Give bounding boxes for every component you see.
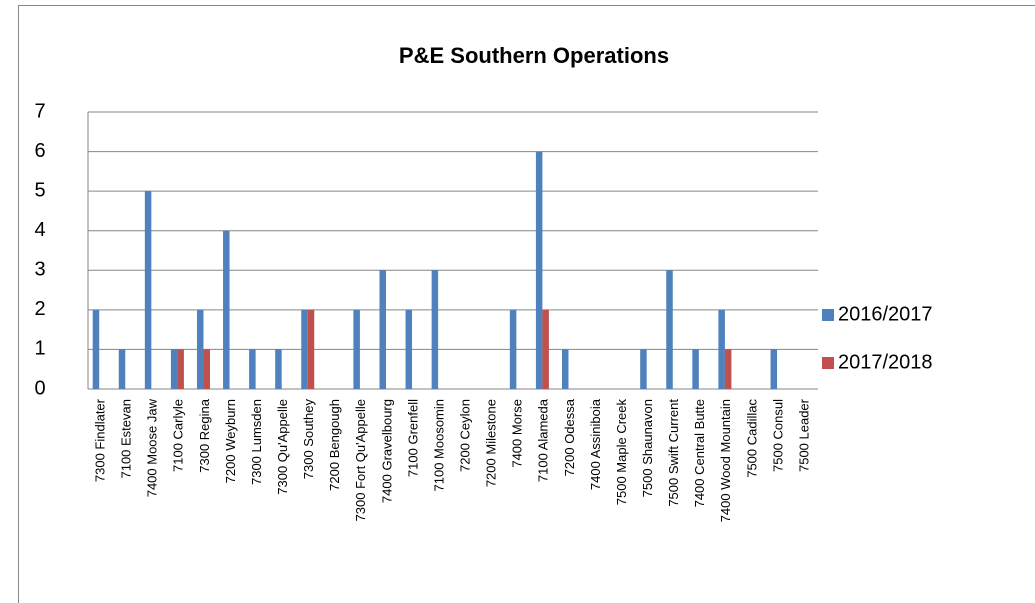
x-tick-label: 7300 Lumsden (249, 399, 264, 485)
x-tick-label: 7200 Milestone (484, 399, 499, 487)
bar (203, 349, 210, 389)
x-tick-label: 7400 Wood Mountain (718, 399, 733, 522)
legend-label: 2016/2017 (838, 303, 933, 325)
bar (144, 191, 152, 389)
x-tick-label: 7200 Odessa (562, 398, 577, 476)
x-tick-label: 7500 Cadillac (744, 399, 759, 478)
bar (301, 309, 308, 389)
bar (275, 349, 282, 389)
bar (196, 309, 204, 389)
x-tick-label: 7200 Bengough (327, 399, 342, 491)
x-tick-label: 7100 Carlyle (171, 399, 186, 472)
bar (770, 349, 778, 389)
x-tick-label: 7500 Maple Creek (614, 399, 629, 506)
x-tick-label: 7400 Gravelbourg (379, 399, 394, 503)
y-tick-label: 5 (34, 179, 45, 201)
x-tick-label: 7400 Moose Jaw (145, 398, 160, 497)
x-tick-label: 7300 Findlater (92, 398, 107, 482)
bar (353, 309, 360, 389)
x-tick-label: 7100 Moosomin (431, 399, 446, 492)
bar (170, 349, 178, 389)
x-tick-label: 7500 Consul (770, 399, 785, 472)
chart-title: P&E Southern Operations (399, 43, 669, 68)
bar (177, 349, 184, 389)
legend-swatch (822, 309, 834, 321)
bar (92, 309, 100, 389)
y-tick-label: 7 (34, 100, 45, 122)
x-tick-label: 7100 Estevan (119, 399, 134, 479)
bar (223, 230, 230, 389)
legend-label: 2017/2018 (838, 351, 933, 373)
bar (509, 309, 517, 389)
x-tick-label: 7500 Shaunavon (640, 399, 655, 497)
y-tick-label: 2 (34, 298, 45, 320)
bar (405, 309, 413, 389)
y-tick-label: 4 (34, 219, 45, 241)
x-tick-label: 7500 Swift Current (666, 399, 681, 507)
y-tick-label: 1 (34, 338, 45, 360)
bar (724, 349, 732, 389)
bar (561, 349, 569, 389)
x-tick-label: 7400 Morse (510, 399, 525, 468)
x-tick-label: 7100 Alameda (536, 398, 551, 482)
bar (379, 270, 386, 389)
chart-frame (18, 5, 1035, 603)
x-tick-label: 7400 Assiniboia (588, 398, 603, 490)
x-tick-label: 7300 Qu'Appelle (275, 399, 290, 495)
x-tick-label: 7500 Leader (796, 398, 811, 472)
legend-swatch (822, 357, 834, 369)
bar (718, 309, 725, 389)
x-tick-label: 7400 Central Butte (692, 399, 707, 507)
y-tick-label: 0 (34, 377, 45, 399)
bar (535, 151, 543, 389)
x-tick-label: 7300 Regina (197, 398, 212, 472)
bar (118, 349, 126, 389)
x-tick-label: 7200 Weyburn (223, 399, 238, 483)
bar (542, 309, 549, 389)
x-tick-label: 7300 Southey (301, 399, 316, 480)
x-tick-label: 7100 Grenfell (405, 399, 420, 477)
x-tick-label: 7300 Fort Qu'Appelle (353, 399, 368, 521)
x-tick-label: 7200 Ceylon (457, 399, 472, 472)
bar (307, 309, 315, 389)
bar (640, 349, 647, 389)
bar (249, 349, 256, 389)
bar (666, 270, 673, 389)
y-tick-label: 3 (34, 259, 45, 281)
bar (431, 270, 439, 389)
y-tick-label: 6 (34, 140, 45, 162)
bar (692, 349, 699, 389)
